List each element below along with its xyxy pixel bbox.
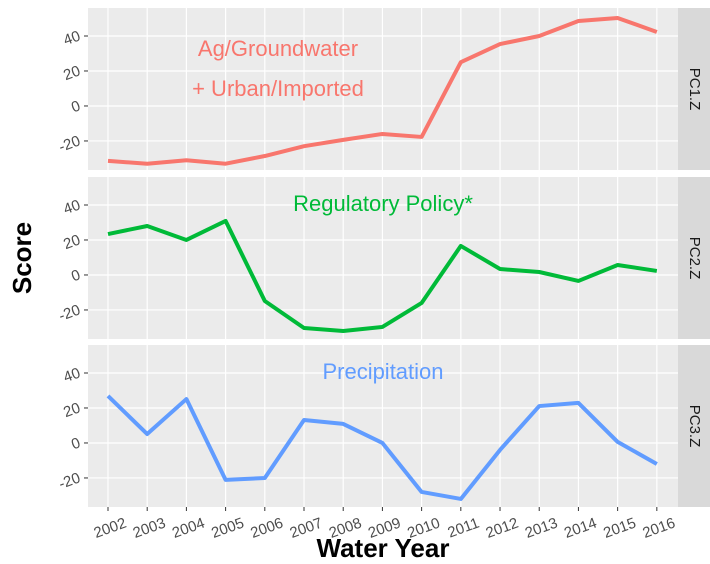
y-axis-title: Score [7, 222, 37, 294]
x-tick-label: 2016 [640, 515, 677, 542]
x-tick-label: 2004 [170, 515, 207, 542]
x-tick-label: 2011 [445, 515, 481, 542]
annotation: + Urban/Imported [192, 76, 364, 101]
strip-background [678, 8, 710, 170]
y-tick-label: 40 [61, 365, 82, 387]
y-tick-label: -20 [57, 132, 83, 155]
y-tick-label: 20 [61, 62, 82, 84]
y-tick-label: 20 [61, 231, 82, 253]
x-tick-label: 2006 [248, 515, 285, 542]
x-tick-label: 2002 [92, 515, 129, 542]
annotation: Ag/Groundwater [198, 36, 358, 61]
y-tick-label: 0 [69, 266, 83, 285]
strip-label: PC1.Z [686, 68, 703, 111]
x-tick-label: 2013 [523, 515, 560, 542]
strip-background [678, 345, 710, 507]
y-tick-label: -20 [57, 301, 83, 324]
y-tick-label: 40 [61, 197, 82, 219]
y-tick-label: 20 [61, 399, 82, 421]
x-tick-label: 2003 [131, 515, 168, 542]
x-axis-title: Water Year [317, 533, 450, 563]
data-line [106, 394, 658, 501]
strip-label: PC3.Z [686, 405, 703, 448]
data-line [107, 218, 658, 333]
annotation: Precipitation [322, 359, 443, 384]
x-tick-label: 2014 [562, 515, 599, 542]
x-tick-label: 2012 [484, 515, 521, 542]
y-tick-label: 0 [69, 434, 83, 453]
y-tick-label: -20 [57, 469, 83, 492]
y-tick-label: 0 [69, 97, 83, 116]
x-tick-label: 2015 [601, 515, 638, 542]
y-tick-label: 40 [61, 28, 82, 50]
annotation: Regulatory Policy* [293, 191, 473, 216]
data-line [107, 15, 658, 166]
strip-background [678, 177, 710, 339]
x-tick-label: 2005 [209, 515, 246, 542]
strip-label: PC2.Z [686, 237, 703, 280]
